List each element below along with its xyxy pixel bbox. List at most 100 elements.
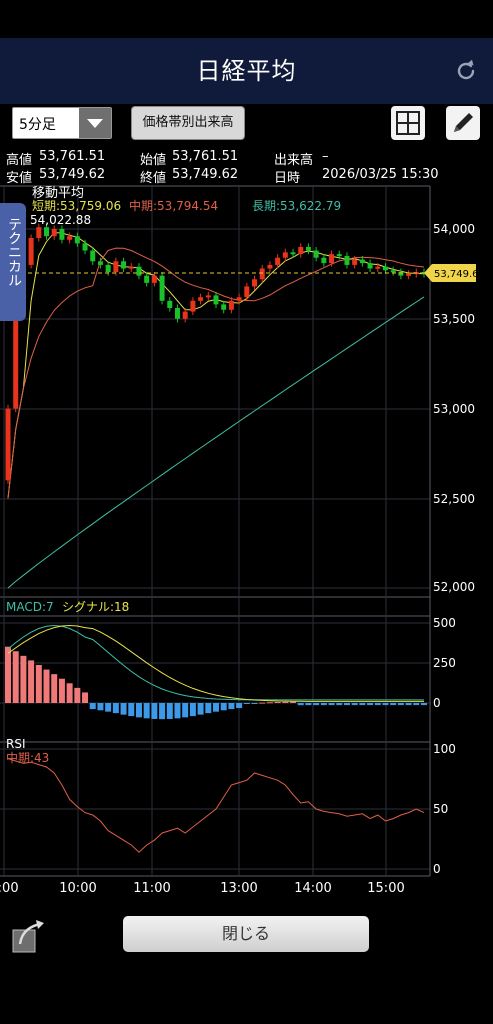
macd-bar (220, 703, 227, 711)
refresh-icon[interactable] (453, 58, 479, 84)
macd-bar (120, 703, 127, 715)
y-tick-label: 53,500 (433, 312, 475, 326)
candle (121, 261, 127, 269)
candle (321, 257, 327, 264)
macd-bar (290, 701, 297, 703)
close-label: 終値 (140, 171, 167, 186)
y-tick-label: 0 (433, 862, 441, 876)
candle (97, 261, 103, 265)
ma-short-label: 短期:53,759.06 (32, 199, 121, 213)
macd-bar (197, 703, 204, 715)
candle (167, 300, 173, 308)
x-tick-label: 9:00 (0, 881, 19, 896)
candlesticks (5, 223, 427, 484)
macd-bar (320, 703, 327, 706)
macd-bar (305, 703, 312, 706)
close-button[interactable]: 閉じる (123, 916, 369, 952)
last-price-tag: 53,749.62 (424, 264, 485, 282)
technical-tab[interactable]: テクニカル (0, 203, 26, 321)
macd-bar (359, 703, 366, 706)
low-label: 安値 (6, 171, 33, 186)
candle (375, 266, 381, 269)
candle (74, 236, 80, 244)
candle (221, 304, 227, 310)
chart-area[interactable]: 53,749.62 移動平均 短期:53,759.06 中期:53,794.54… (0, 184, 493, 900)
y-tick-label: 250 (433, 656, 456, 670)
price-volume-button[interactable]: 価格帯別出来高 (131, 106, 245, 140)
candle (329, 254, 335, 264)
macd-bar (405, 703, 412, 706)
candle (282, 252, 288, 258)
moving-average-lines (7, 232, 425, 589)
open-value: 53,761.51 (172, 149, 239, 164)
pencil-icon[interactable] (446, 106, 480, 140)
y-tick-label: 500 (433, 616, 456, 630)
macd-bar (274, 702, 281, 704)
rsi-line (7, 758, 425, 853)
chart-grid (0, 185, 431, 877)
grid-icon[interactable] (391, 106, 425, 140)
macd-bar (43, 669, 50, 703)
candle (51, 229, 57, 237)
macd-bar (351, 703, 358, 706)
candle (275, 257, 281, 265)
back-icon[interactable] (10, 916, 48, 954)
candle (59, 229, 65, 240)
candle (390, 270, 396, 273)
y-tick-label: 52,500 (433, 492, 475, 506)
candle (228, 300, 234, 310)
candle (182, 311, 188, 319)
volume-value: – (322, 149, 329, 164)
time-value: 2026/03/25 15:30 (322, 167, 439, 182)
ma-short-line (7, 232, 425, 499)
macd-bar (35, 664, 42, 703)
macd-bar (367, 703, 374, 706)
y-tick-label: 0 (433, 696, 441, 710)
macd-label: MACD:7 (6, 600, 54, 614)
macd-bar (328, 703, 335, 706)
ma-mid-label: 中期:53,794.54 (129, 198, 218, 213)
candle (5, 408, 11, 481)
macd-bar (12, 651, 19, 703)
macd-bar (313, 703, 320, 706)
macd-panel: 500 250 0 (5, 616, 456, 720)
candle (13, 291, 19, 409)
candle (352, 259, 358, 265)
macd-bar (374, 703, 381, 706)
rsi-panel: 100 50 0 (7, 742, 456, 876)
macd-bar (259, 702, 266, 704)
main-y-axis: 54,000 53,500 53,000 52,500 52,000 (433, 222, 475, 594)
candle (313, 250, 319, 258)
y-tick-label: 50 (433, 802, 448, 816)
macd-bar (213, 703, 219, 712)
y-tick-label: 100 (433, 742, 456, 756)
ma-long-line (7, 296, 425, 589)
candle (190, 300, 196, 312)
status-bar (0, 0, 493, 38)
macd-bar (28, 660, 35, 703)
x-tick-label: 11:00 (133, 881, 170, 896)
ma-title: 移動平均 (32, 186, 84, 201)
signal-line (7, 624, 424, 702)
candle (382, 266, 388, 271)
last-price-text: 53,749.62 (434, 269, 485, 280)
time-label: 日時 (274, 171, 301, 186)
macd-bar (159, 703, 166, 720)
candle (406, 273, 412, 276)
macd-bar (97, 703, 104, 711)
candle (244, 286, 250, 298)
macd-bar (266, 702, 273, 704)
candle (298, 246, 304, 255)
candle (82, 243, 88, 251)
macd-bar (174, 703, 181, 719)
macd-line (7, 624, 424, 701)
macd-bar (421, 703, 427, 706)
candle (359, 259, 365, 264)
macd-bar (282, 701, 289, 703)
interval-select[interactable]: 5分足 (12, 107, 112, 139)
volume-label: 出来高 (274, 153, 314, 168)
macd-bar (251, 703, 258, 704)
candle (305, 246, 311, 251)
macd-bar (74, 687, 81, 703)
candle (67, 236, 73, 240)
